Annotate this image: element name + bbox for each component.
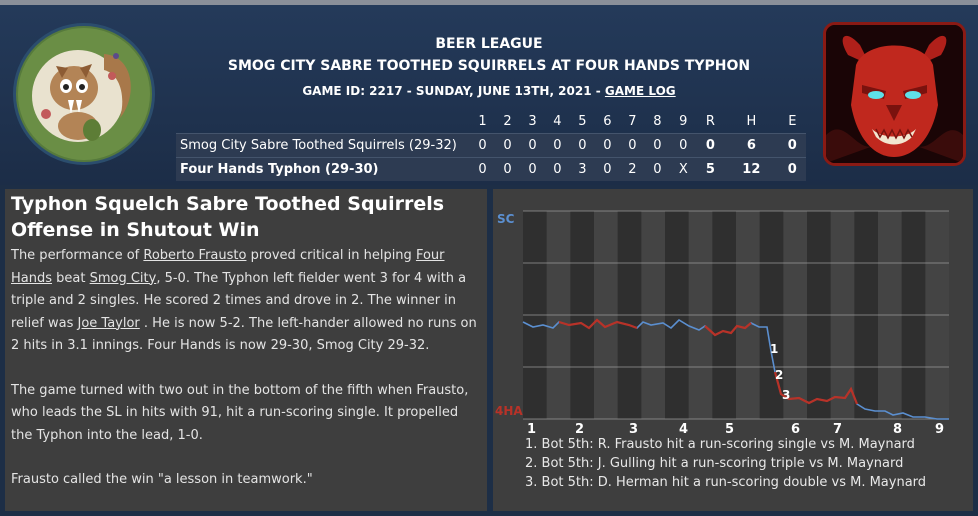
four-hands-logo[interactable]	[823, 22, 966, 166]
player-link-taylor[interactable]: Joe Taylor	[77, 315, 140, 331]
errors-header: E	[788, 114, 797, 129]
line-score-table: 1 2 3 4 5 6 7 8 9 R H E Smog City Sabre …	[176, 110, 806, 181]
game-log-link[interactable]: GAME LOG	[604, 84, 676, 98]
inning-score: 0	[544, 133, 570, 158]
home-axis-label: 4HA	[495, 404, 523, 418]
inning-score: 0	[644, 157, 670, 181]
game-story-panel: Typhon Squelch Sabre Toothed Squirrels O…	[5, 189, 487, 511]
line-score-header-row: 1 2 3 4 5 6 7 8 9 R H E	[176, 110, 806, 134]
home-runs: 5	[696, 157, 725, 181]
scoring-event: 2. Bot 5th: J. Gulling hit a run-scoring…	[525, 456, 904, 471]
away-axis-label: SC	[497, 212, 515, 226]
event-marker-1: 1	[770, 342, 778, 356]
inning-header: 9	[679, 114, 688, 129]
hits-header: H	[746, 114, 757, 129]
inning-score: 0	[519, 157, 545, 181]
story-text: proved critical in helping	[246, 248, 416, 263]
home-series-line	[558, 318, 859, 405]
game-id-date: GAME ID: 2217 - SUNDAY, JUNE 13TH, 2021 …	[302, 84, 605, 98]
event-marker-2: 2	[775, 368, 783, 382]
smog-city-logo[interactable]	[13, 23, 155, 165]
inning-score: 0	[669, 133, 697, 158]
inning-tick-label: 4	[679, 422, 688, 435]
story-text: The performance of	[11, 248, 144, 263]
inning-tick-label: 5	[725, 422, 734, 435]
inning-header: 5	[578, 114, 587, 129]
inning-header: 7	[628, 114, 637, 129]
inning-header: 3	[528, 114, 537, 129]
scoring-events-list: 1. Bot 5th: R. Frausto hit a run-scoring…	[525, 435, 926, 492]
team-link-four-hands[interactable]: Four Hands	[11, 248, 445, 286]
story-text: , 5-0. The Typhon left fielder went 3 fo…	[11, 270, 467, 331]
story-text: beat	[52, 270, 90, 286]
inning-score: 0	[619, 133, 645, 158]
story-headline: Typhon Squelch Sabre Toothed Squirrels O…	[11, 193, 445, 241]
devil-logo-icon	[826, 25, 963, 163]
matchup-title: SMOG CITY SABRE TOOTHED SQUIRRELS AT FOU…	[227, 58, 751, 74]
inning-header: 4	[553, 114, 562, 129]
story-paragraph: The game turned with two out in the bott…	[11, 382, 469, 443]
team-link-smog-city[interactable]: Smog City	[89, 270, 157, 286]
away-hits: 6	[724, 133, 779, 158]
league-title: BEER LEAGUE	[435, 36, 543, 52]
inning-score: 0	[470, 133, 495, 158]
win-probability-chart: SC 4HA 1 2 3 4 5 6 7 8 9 1 2 3	[495, 210, 949, 437]
inning-tick-label: 1	[527, 422, 536, 435]
story-paragraph: Frausto called the win "a lesson in team…	[11, 472, 313, 487]
home-errors: 0	[778, 157, 806, 181]
inning-tick-label: 7	[833, 422, 842, 435]
inning-score: X	[669, 157, 697, 181]
player-link-frausto[interactable]: Roberto Frausto	[143, 248, 247, 263]
team-column-header	[176, 110, 470, 134]
win-probability-panel: SC 4HA 1 2 3 4 5 6 7 8 9 1 2 3 1. Bot 5th: R. Fr…	[493, 189, 973, 511]
inning-header: 2	[503, 114, 512, 129]
runs-header: R	[705, 114, 715, 129]
inning-score: 3	[569, 157, 595, 181]
away-errors: 0	[778, 133, 806, 158]
inning-score: 0	[569, 133, 595, 158]
inning-score: 0	[494, 133, 520, 158]
game-info: GAME ID: 2217 - SUNDAY, JUNE 13TH, 2021 …	[176, 84, 802, 98]
inning-header: 6	[603, 114, 612, 129]
inning-tick-label: 8	[893, 422, 902, 435]
inning-tick-label: 6	[791, 422, 800, 435]
inning-tick-label: 2	[575, 422, 584, 435]
story-paragraph: The performance of Roberto Frausto prove…	[11, 245, 481, 358]
home-hits: 12	[724, 157, 779, 181]
home-team-name[interactable]: Four Hands Typhon (29-30)	[176, 157, 470, 181]
squirrel-logo-icon	[18, 28, 150, 160]
story-text: . He is now 5-2. The left-hander allowed…	[11, 315, 477, 354]
inning-score: 0	[494, 157, 520, 181]
inning-tick-label: 9	[935, 422, 944, 435]
scoring-event: 1. Bot 5th: R. Frausto hit a run-scoring…	[525, 437, 915, 452]
scoring-event: 3. Bot 5th: D. Herman hit a run-scoring …	[525, 475, 927, 490]
line-score-row-away: Smog City Sabre Toothed Squirrels (29-32…	[176, 133, 806, 158]
inning-score: 2	[619, 157, 645, 181]
inning-score: 0	[519, 133, 545, 158]
event-marker-3: 3	[782, 388, 790, 402]
inning-tick-label: 3	[629, 422, 638, 435]
inning-score: 0	[644, 133, 670, 158]
away-team-name[interactable]: Smog City Sabre Toothed Squirrels (29-32…	[176, 133, 470, 158]
inning-score: 0	[470, 157, 495, 181]
inning-score: 0	[544, 157, 570, 181]
inning-score: 0	[594, 133, 620, 158]
away-runs: 0	[696, 133, 725, 158]
inning-score: 0	[594, 157, 620, 181]
inning-header: 1	[478, 114, 487, 129]
line-score-row-home: Four Hands Typhon (29-30) 0 0 0 0 3 0 2 …	[176, 157, 806, 181]
top-bar	[0, 0, 978, 5]
inning-header: 8	[653, 114, 662, 129]
